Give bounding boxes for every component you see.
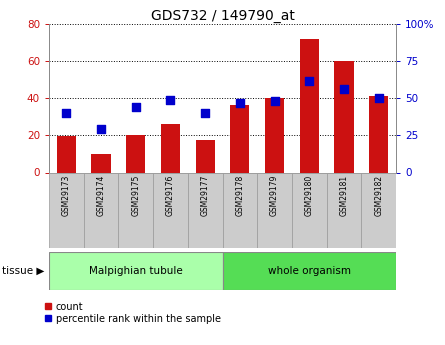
Text: GSM29174: GSM29174 (97, 175, 105, 216)
Bar (257, 172, 292, 248)
Text: GSM29178: GSM29178 (235, 175, 244, 216)
Bar (84, 172, 118, 248)
Bar (196, 140, 214, 172)
Bar (49, 252, 222, 290)
Text: whole organism: whole organism (268, 266, 351, 276)
Bar (161, 124, 180, 172)
Text: GSM29176: GSM29176 (166, 175, 175, 216)
Legend: count, percentile rank within the sample: count, percentile rank within the sample (45, 302, 221, 324)
Text: GSM29182: GSM29182 (374, 175, 383, 216)
Bar (335, 61, 353, 172)
Bar (92, 154, 110, 172)
Text: GSM29180: GSM29180 (305, 175, 314, 216)
Bar (292, 172, 327, 248)
Text: GSM29181: GSM29181 (340, 175, 348, 216)
Point (306, 78, 313, 83)
Point (202, 110, 209, 116)
Bar (265, 98, 284, 172)
Bar (118, 172, 153, 248)
Text: GSM29173: GSM29173 (62, 175, 71, 216)
Text: GSM29177: GSM29177 (201, 175, 210, 216)
Text: tissue ▶: tissue ▶ (2, 266, 44, 276)
Bar (361, 172, 396, 248)
Bar (222, 252, 396, 290)
Point (236, 100, 243, 106)
Point (340, 87, 348, 92)
Text: GSM29179: GSM29179 (270, 175, 279, 216)
Bar (49, 172, 84, 248)
Bar (153, 172, 188, 248)
Bar (222, 172, 257, 248)
Bar (231, 105, 249, 172)
Point (97, 127, 105, 132)
Bar (327, 172, 361, 248)
Bar (57, 136, 76, 172)
Bar (188, 172, 222, 248)
Point (271, 99, 278, 104)
Point (375, 96, 382, 101)
Text: Malpighian tubule: Malpighian tubule (89, 266, 182, 276)
Bar (300, 39, 319, 172)
Bar (126, 136, 145, 172)
Text: GDS732 / 149790_at: GDS732 / 149790_at (150, 9, 295, 23)
Text: GSM29175: GSM29175 (131, 175, 140, 216)
Bar (369, 97, 388, 172)
Point (132, 105, 139, 110)
Point (167, 97, 174, 102)
Point (63, 110, 70, 116)
